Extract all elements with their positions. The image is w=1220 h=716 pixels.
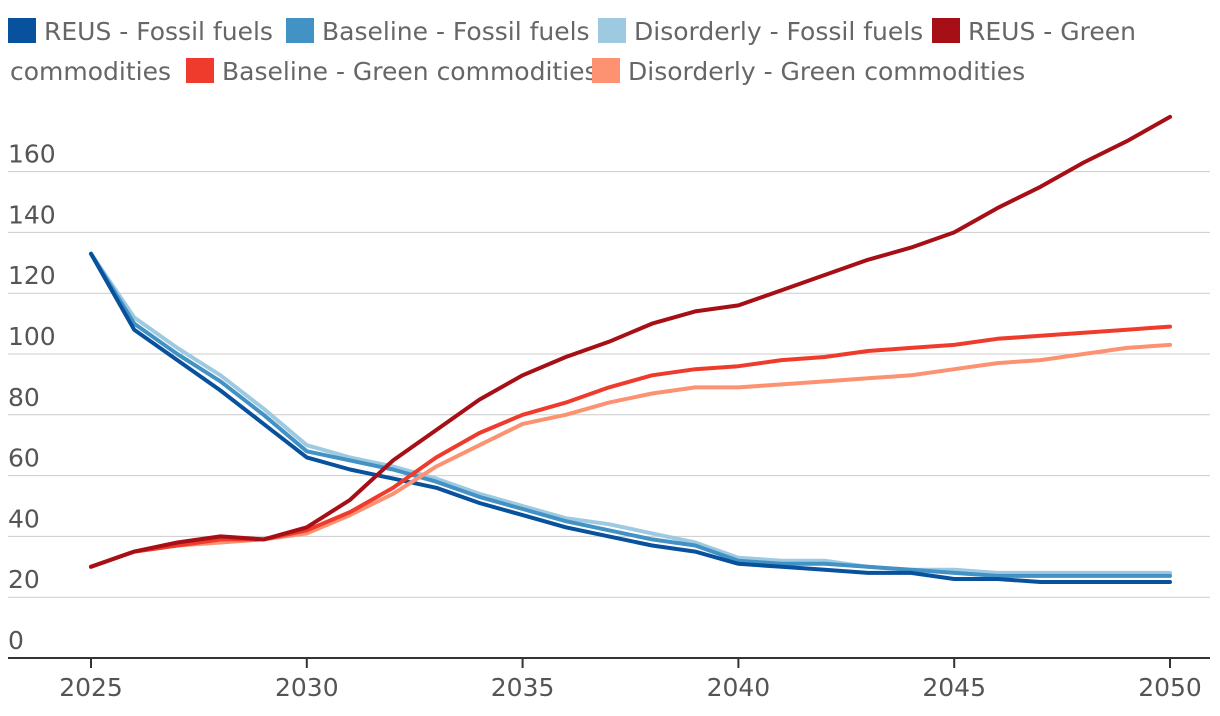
- y-axis-ticks: 0 20 40 60 80 100 120 140 160: [8, 140, 56, 655]
- y-tick-label-80: 80: [8, 383, 40, 412]
- legend-swatch-baseline-fossil: [286, 18, 314, 43]
- series-line-reus-fossil-fuels: [89, 251, 1172, 584]
- legend-swatch-reus-green: [932, 18, 960, 43]
- x-tick-label-2025: 2025: [59, 673, 123, 702]
- y-tick-label-100: 100: [8, 322, 56, 351]
- legend-label-reus-green-wrap: commodities: [10, 57, 171, 86]
- x-tick-label-2035: 2035: [491, 673, 555, 702]
- legend-label-reus-green: REUS - Green: [968, 17, 1136, 46]
- gridlines: [8, 171, 1210, 598]
- x-axis-ticks: 2025 2030 2035 2040 2045 2050: [59, 658, 1202, 702]
- legend-swatch-disorderly-fossil: [598, 18, 626, 43]
- series-line-disorderly-fossil-fuels: [89, 251, 1172, 575]
- legend-label-baseline-green: Baseline - Green commodities: [222, 57, 598, 86]
- series-line-reus-green-commodities: [89, 114, 1172, 569]
- legend-label-baseline-fossil: Baseline - Fossil fuels: [322, 17, 590, 46]
- x-tick-label-2050: 2050: [1138, 673, 1202, 702]
- legend-label-disorderly-green: Disorderly - Green commodities: [628, 57, 1025, 86]
- y-tick-label-40: 40: [8, 504, 40, 533]
- y-tick-label-140: 140: [8, 200, 56, 229]
- legend: REUS - Fossil fuels Baseline - Fossil fu…: [8, 17, 1136, 86]
- series-lines: [89, 114, 1172, 584]
- x-tick-label-2040: 2040: [707, 673, 771, 702]
- legend-swatch-disorderly-green: [592, 58, 620, 83]
- legend-swatch-reus-fossil: [8, 18, 36, 43]
- x-tick-label-2030: 2030: [275, 673, 339, 702]
- y-tick-label-160: 160: [8, 140, 56, 169]
- y-tick-label-0: 0: [8, 626, 24, 655]
- legend-label-disorderly-fossil: Disorderly - Fossil fuels: [634, 17, 923, 46]
- legend-label-reus-fossil: REUS - Fossil fuels: [44, 17, 273, 46]
- series-line-baseline-fossil-fuels: [89, 251, 1172, 578]
- legend-swatch-baseline-green: [186, 58, 214, 83]
- y-tick-label-120: 120: [8, 261, 56, 290]
- x-tick-label-2045: 2045: [922, 673, 986, 702]
- y-tick-label-60: 60: [8, 444, 40, 473]
- y-tick-label-20: 20: [8, 565, 40, 594]
